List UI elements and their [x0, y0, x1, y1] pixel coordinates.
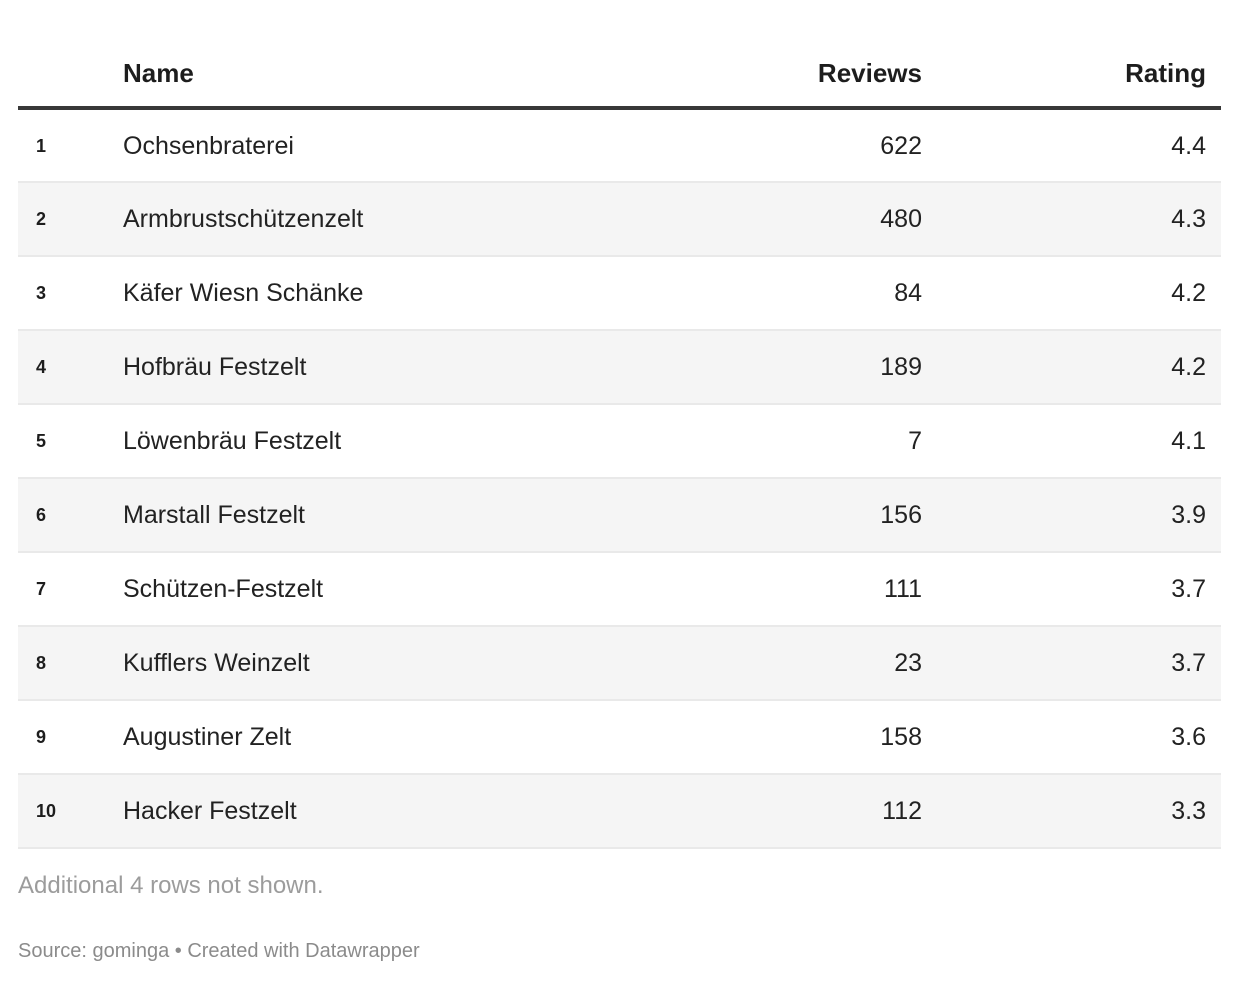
- header-row: Name Reviews Rating: [18, 40, 1221, 110]
- reviews-cell: 84: [583, 256, 922, 331]
- datawrapper-table-chart: Name Reviews Rating 1 Ochsenbraterei 622…: [18, 40, 1221, 962]
- rating-cell: 4.2: [922, 256, 1221, 331]
- reviews-cell: 7: [583, 404, 922, 479]
- ratings-table: Name Reviews Rating 1 Ochsenbraterei 622…: [18, 40, 1221, 849]
- column-header-rank: [18, 40, 123, 110]
- rating-cell: 3.9: [922, 478, 1221, 553]
- table-row: 6 Marstall Festzelt 156 3.9: [18, 478, 1221, 553]
- name-cell: Augustiner Zelt: [123, 700, 583, 775]
- name-cell: Hacker Festzelt: [123, 774, 583, 849]
- rank-cell: 10: [18, 774, 123, 849]
- rank-cell: 2: [18, 182, 123, 257]
- table-row: 4 Hofbräu Festzelt 189 4.2: [18, 330, 1221, 405]
- table-row: 1 Ochsenbraterei 622 4.4: [18, 108, 1221, 183]
- name-cell: Schützen-Festzelt: [123, 552, 583, 627]
- rank-cell: 6: [18, 478, 123, 553]
- table-row: 2 Armbrustschützenzelt 480 4.3: [18, 182, 1221, 257]
- rating-cell: 4.3: [922, 182, 1221, 257]
- reviews-cell: 111: [583, 552, 922, 627]
- table-row: 5 Löwenbräu Festzelt 7 4.1: [18, 404, 1221, 479]
- table-row: 7 Schützen-Festzelt 111 3.7: [18, 552, 1221, 627]
- table-row: 10 Hacker Festzelt 112 3.3: [18, 774, 1221, 849]
- name-cell: Ochsenbraterei: [123, 108, 583, 183]
- rank-cell: 8: [18, 626, 123, 701]
- hidden-rows-note: Additional 4 rows not shown.: [18, 872, 324, 899]
- rating-cell: 3.7: [922, 552, 1221, 627]
- name-cell: Hofbräu Festzelt: [123, 330, 583, 405]
- rank-cell: 9: [18, 700, 123, 775]
- rank-cell: 4: [18, 330, 123, 405]
- name-cell: Armbrustschützenzelt: [123, 182, 583, 257]
- name-cell: Käfer Wiesn Schänke: [123, 256, 583, 331]
- reviews-cell: 622: [583, 108, 922, 183]
- rating-cell: 4.2: [922, 330, 1221, 405]
- reviews-cell: 158: [583, 700, 922, 775]
- name-cell: Marstall Festzelt: [123, 478, 583, 553]
- table-row: 8 Kufflers Weinzelt 23 3.7: [18, 626, 1221, 701]
- rank-cell: 3: [18, 256, 123, 331]
- rank-cell: 1: [18, 108, 123, 183]
- table-row: 9 Augustiner Zelt 158 3.6: [18, 700, 1221, 775]
- rating-cell: 4.1: [922, 404, 1221, 479]
- name-cell: Löwenbräu Festzelt: [123, 404, 583, 479]
- source-attribution: Source: gominga • Created with Datawrapp…: [18, 940, 420, 962]
- column-header-name: Name: [123, 40, 583, 110]
- reviews-cell: 156: [583, 478, 922, 553]
- rating-cell: 4.4: [922, 108, 1221, 183]
- reviews-cell: 189: [583, 330, 922, 405]
- column-header-rating: Rating: [922, 40, 1221, 110]
- rank-cell: 7: [18, 552, 123, 627]
- rating-cell: 3.6: [922, 700, 1221, 775]
- reviews-cell: 480: [583, 182, 922, 257]
- reviews-cell: 23: [583, 626, 922, 701]
- table-row: 3 Käfer Wiesn Schänke 84 4.2: [18, 256, 1221, 331]
- rating-cell: 3.7: [922, 626, 1221, 701]
- column-header-reviews: Reviews: [583, 40, 922, 110]
- name-cell: Kufflers Weinzelt: [123, 626, 583, 701]
- rating-cell: 3.3: [922, 774, 1221, 849]
- rank-cell: 5: [18, 404, 123, 479]
- reviews-cell: 112: [583, 774, 922, 849]
